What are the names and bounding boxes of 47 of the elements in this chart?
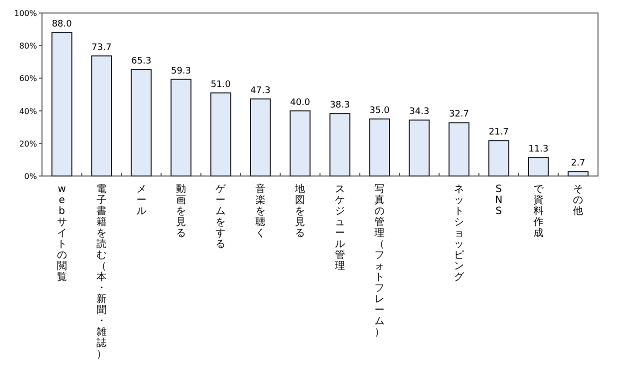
bar [329,113,350,176]
bar [170,78,192,176]
data-label: 51.0 [210,80,232,90]
data-label: 34.3 [409,107,430,118]
data-label: 65.3 [131,56,152,67]
data-label: 35.0 [370,106,390,116]
bar [250,98,271,176]
data-label: 32.7 [448,110,470,120]
data-label: 2.7 [570,158,586,169]
bar [130,69,152,176]
bar [369,118,390,176]
bar [51,32,72,176]
category-label: ネットショッピング [454,184,464,283]
bar [290,110,311,176]
y-tick-label: 80% [19,42,38,51]
bar [408,120,430,176]
bar [448,122,470,176]
x-tick-label: 動画を見る [176,184,186,239]
data-label: 40.0 [290,98,310,108]
y-tick-label: 20% [19,139,38,148]
y-tick-label: 60% [19,74,38,84]
category-label: 写真の管理（フォトフレーム） [374,184,385,338]
bar [91,55,112,176]
data-label: 47.3 [250,86,270,96]
x-tick-label: SNS [494,184,502,217]
x-tick-label: で資料作成 [532,184,544,239]
x-tick-label: 地図を見る [294,183,306,239]
y-tick-label: 40% [19,106,38,116]
y-tick-label: 100% [14,9,38,18]
category-label: 電子書籍を読む（本・新聞・雑誌） [96,184,107,360]
x-tick-label: スケジュール管理 [334,184,345,272]
data-label: 21.7 [488,128,509,138]
data-label: 88.0 [52,20,72,30]
x-tick-label: メール [136,184,146,217]
x-tick-label: その他 [573,184,584,217]
y-tick-label: 0% [24,172,38,181]
data-label: 11.3 [528,144,548,155]
category-label: webサイトの閲覧 [56,184,67,283]
bar [488,140,510,176]
bar [568,171,589,176]
data-label: 38.3 [330,100,350,111]
x-tick-label: ゲームをする [216,184,227,250]
data-label: 73.7 [92,42,112,53]
x-tick-label: 音楽を聴く [255,183,266,239]
data-label: 59.3 [170,66,192,76]
bar [528,157,549,176]
bar [210,92,232,176]
